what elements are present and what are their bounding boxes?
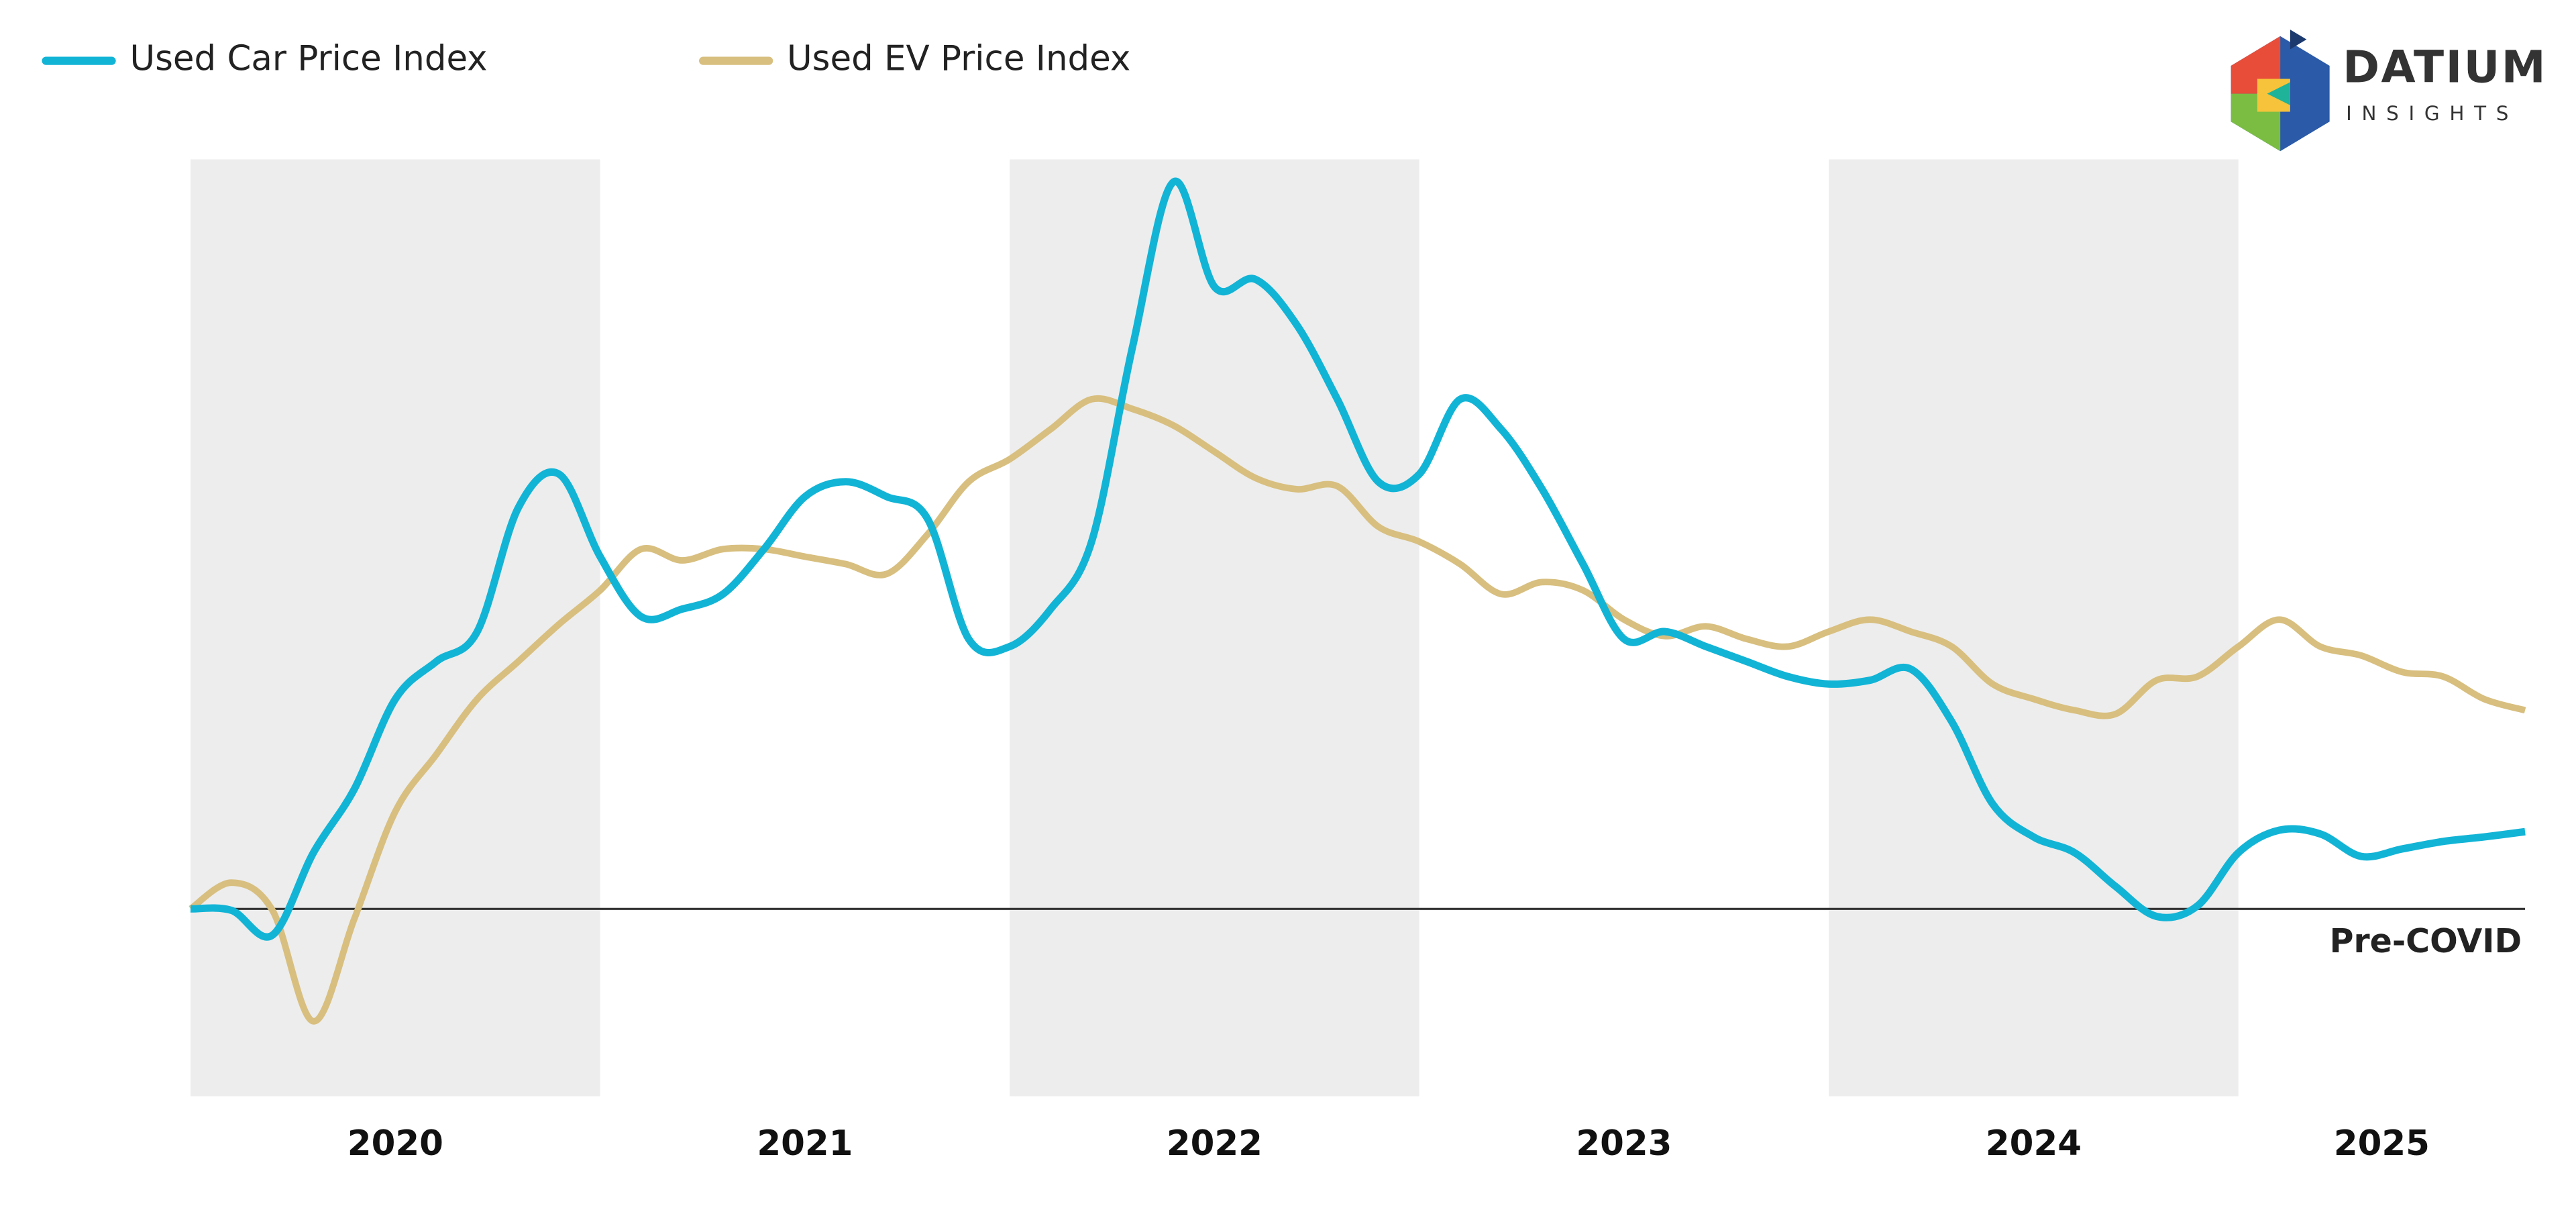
logo-name: DATIUM <box>2343 41 2547 93</box>
year-band <box>1829 159 2239 1097</box>
reference-label: Pre-COVID <box>2330 922 2522 960</box>
x-tick-label: 2023 <box>1576 1123 1672 1164</box>
x-tick-label: 2022 <box>1167 1123 1263 1164</box>
year-band <box>1010 159 1419 1097</box>
logo: DATIUM INSIGHTS <box>2231 30 2547 152</box>
x-tick-label: 2025 <box>2334 1123 2430 1164</box>
logo-mark <box>2290 30 2307 50</box>
x-tick-label: 2020 <box>347 1123 443 1164</box>
x-tick-label: 2021 <box>757 1123 853 1164</box>
x-tick-label: 2024 <box>1986 1123 2082 1164</box>
logo-mark <box>2267 82 2290 105</box>
series-line <box>190 177 2526 941</box>
year-band <box>191 159 600 1097</box>
series-line <box>189 395 2526 1025</box>
legend-label: Used EV Price Index <box>787 39 1130 79</box>
logo-tagline: INSIGHTS <box>2346 102 2518 125</box>
legend-label: Used Car Price Index <box>129 39 487 79</box>
